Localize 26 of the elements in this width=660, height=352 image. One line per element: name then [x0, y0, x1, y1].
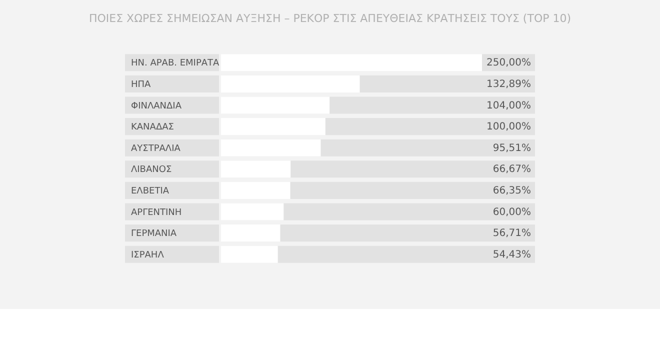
bar	[221, 182, 290, 199]
y-tick-label: ΚΑΝΑΔΑΣ	[131, 122, 174, 133]
y-tick-label: ΓΕΡΜΑΝΙΑ	[131, 229, 178, 240]
data-label: 100,00%	[486, 122, 531, 133]
data-label: 132,89%	[486, 78, 531, 90]
y-tick-label: ΑΥΣΤΡΑΛΙΑ	[131, 144, 182, 154]
data-label: 250,00%	[486, 58, 531, 69]
chart-title: ΠΟΙΕΣ ΧΩΡΕΣ ΣΗΜΕΙΩΣΑΝ ΑΥΞΗΣΗ – ΡΕΚΟΡ ΣΤΙΣ ΑΠΕΥΘΕΙΑΣ ΚΡΑΤΗΣΕΙΣ ΤΟΥΣ (TOP 10)	[88, 12, 572, 25]
y-tick-label: ΗΠΑ	[131, 80, 152, 90]
bar	[221, 203, 284, 220]
data-label: 104,00%	[486, 100, 531, 112]
y-tick-label: ΛΙΒΑΝΟΣ	[131, 165, 172, 176]
bar	[221, 224, 280, 242]
data-label: 95,51%	[492, 142, 531, 154]
y-tick-label: ΙΣΡΑΗΛ	[131, 250, 165, 260]
data-label: 56,71%	[492, 228, 531, 240]
data-label: 66,35%	[492, 185, 531, 196]
bar	[221, 160, 291, 178]
data-label: 60,00%	[492, 206, 531, 218]
data-label: 54,43%	[492, 249, 531, 260]
data-label: 66,67%	[492, 164, 531, 176]
y-tick-label: ΦΙΝΛΑΝΔΙΑ	[131, 101, 182, 112]
y-tick-label: ΑΡΓΕΝΤΙΝΗ	[131, 208, 182, 218]
y-tick-label: ΗΝ. ΑΡΑΒ. ΕΜΙΡΑΤΑ	[131, 58, 220, 69]
y-tick-label: ΕΛΒΕΤΙΑ	[131, 186, 170, 196]
bar	[221, 246, 278, 263]
